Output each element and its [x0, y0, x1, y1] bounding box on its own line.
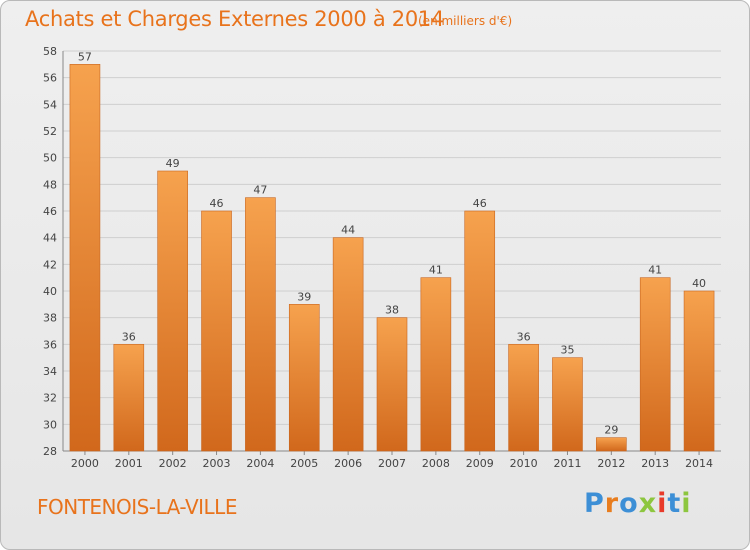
bars — [69, 64, 715, 452]
x-tick-label: 2001 — [115, 457, 143, 470]
y-tick-label: 30 — [43, 418, 57, 431]
data-label: 41 — [648, 264, 662, 277]
x-tick-label: 2003 — [203, 457, 231, 470]
bar-2012 — [596, 437, 627, 452]
chart-title: Achats et Charges Externes 2000 à 2014 — [25, 7, 445, 31]
data-label: 46 — [473, 197, 487, 210]
data-label: 39 — [297, 290, 311, 303]
data-label: 41 — [429, 264, 443, 277]
y-tick-label: 36 — [43, 338, 57, 351]
x-tick-labels: 2000 2001 2002 2003 2004 2005 2006 2007 2008 2009… — [71, 457, 713, 470]
bar-2000 — [69, 64, 101, 452]
x-tick-label: 2006 — [334, 457, 362, 470]
proxiti-logo[interactable]: Proxiti — [584, 488, 692, 519]
x-tick-label: 2014 — [685, 457, 713, 470]
data-label: 36 — [122, 330, 136, 343]
x-tick-label: 2009 — [466, 457, 494, 470]
y-tick-label: 42 — [43, 258, 57, 271]
bar-2002 — [157, 170, 188, 452]
bar-2008 — [420, 277, 452, 452]
y-tick-label: 38 — [43, 312, 57, 325]
bar-2007 — [376, 317, 408, 452]
bar-2010 — [508, 344, 539, 452]
x-tick-label: 2012 — [597, 457, 625, 470]
bar-2014 — [683, 290, 715, 452]
chart-unit: (en milliers d'€) — [418, 14, 513, 28]
y-tick-label: 28 — [43, 445, 57, 458]
x-tick-label: 2005 — [290, 457, 318, 470]
commune-name: FONTENOIS-LA-VILLE — [37, 495, 237, 519]
y-tick-label: 56 — [43, 72, 57, 85]
bar-2003 — [201, 210, 232, 452]
y-tick-label: 54 — [43, 98, 57, 111]
logo-letter: i — [657, 488, 668, 519]
data-label: 35 — [560, 344, 574, 357]
y-tick-label: 48 — [43, 178, 57, 191]
logo-letter: r — [604, 488, 620, 519]
logo-letter: x — [638, 488, 658, 519]
x-tick-label: 2007 — [378, 457, 406, 470]
data-label: 49 — [166, 157, 180, 170]
y-tick-label: 52 — [43, 125, 57, 138]
data-label: 38 — [385, 304, 399, 317]
bar-2009 — [464, 210, 496, 452]
y-tick-label: 50 — [43, 152, 57, 165]
bar-2011 — [552, 357, 583, 452]
logo-letter: P — [584, 488, 605, 519]
data-label: 40 — [692, 277, 706, 290]
x-tick-label: 2008 — [422, 457, 450, 470]
y-tick-labels: 28 30 32 34 36 38 40 42 44 46 48 50 52 54 56 58 — [43, 45, 57, 458]
bar-2001 — [113, 344, 145, 452]
data-label: 46 — [210, 197, 224, 210]
x-tick-label: 2004 — [246, 457, 274, 470]
data-label: 36 — [517, 330, 531, 343]
logo-letter: i — [681, 488, 692, 519]
data-label: 29 — [604, 424, 618, 437]
bar-2006 — [332, 237, 364, 452]
bar-2013 — [639, 277, 671, 452]
logo-letter: o — [619, 488, 639, 519]
data-label: 47 — [253, 184, 267, 197]
y-tick-label: 46 — [43, 205, 57, 218]
logo-letter: t — [667, 488, 682, 519]
x-tick-label: 2002 — [159, 457, 187, 470]
data-label: 44 — [341, 224, 355, 237]
x-tick-label: 2013 — [641, 457, 669, 470]
y-tick-label: 44 — [43, 232, 57, 245]
x-tick-label: 2010 — [510, 457, 538, 470]
data-labels: 57 36 49 46 47 39 44 38 41 46 36 35 29 41 40 — [78, 50, 706, 436]
data-label: 57 — [78, 50, 92, 63]
y-tick-label: 32 — [43, 392, 57, 405]
y-tick-label: 58 — [43, 45, 57, 58]
bar-2005 — [288, 304, 320, 452]
y-tick-label: 34 — [43, 365, 57, 378]
x-tick-label: 2011 — [553, 457, 581, 470]
x-tick-label: 2000 — [71, 457, 99, 470]
y-tick-label: 40 — [43, 285, 57, 298]
bar-2004 — [245, 197, 276, 452]
